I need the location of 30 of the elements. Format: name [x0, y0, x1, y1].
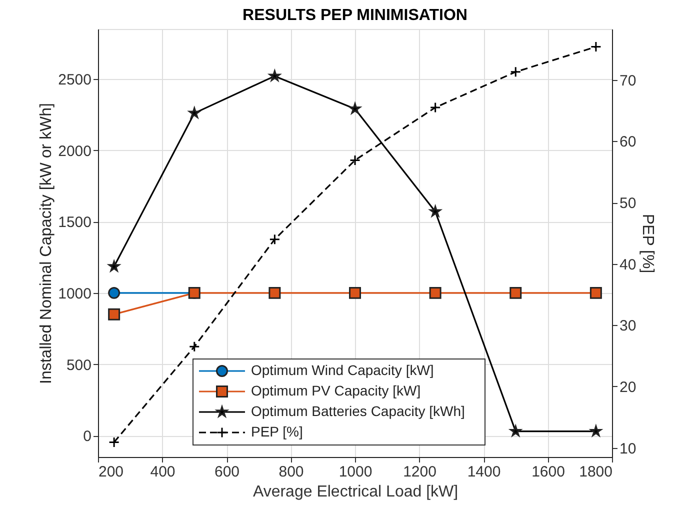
chart-title: RESULTS PEP MINIMISATION: [242, 7, 468, 24]
y-tick-label: 500: [66, 356, 92, 374]
y-tick-label: 2500: [58, 71, 92, 88]
y-axis-title: Installed Nominal Capacity [kW or kWh]: [38, 103, 56, 384]
y2-tick-label: 20: [620, 378, 636, 396]
y2-tick-label: 50: [620, 195, 636, 212]
legend-label: PEP [%]: [251, 424, 303, 440]
y2-tick-label: 40: [620, 256, 636, 274]
x-tick-label: 1400: [467, 464, 501, 480]
y-tick-label: 1500: [58, 214, 92, 232]
y2-tick-label: 30: [620, 318, 636, 335]
x-tick-label: 1200: [403, 464, 436, 480]
x-tick-label: 1800: [579, 464, 612, 480]
y-tick-label: 1000: [58, 285, 92, 302]
x-tick-label: 1600: [532, 464, 565, 480]
legend-label: Optimum Batteries Capacity [kWh]: [251, 403, 465, 419]
x-axis-title: Average Electrical Load [kW]: [252, 484, 458, 500]
legend-label: Optimum PV Capacity [kW]: [251, 382, 421, 398]
x-tick-label: 600: [214, 464, 240, 480]
x-tick-label: 200: [98, 464, 124, 480]
y2-tick-label: 70: [620, 72, 636, 90]
x-tick-label: 800: [278, 464, 304, 480]
y-tick-label: 0: [83, 428, 92, 446]
y2-tick-label: 10: [620, 440, 636, 458]
x-tick-label: 400: [150, 464, 176, 480]
y-tick-label: 2000: [58, 142, 92, 160]
y2-axis-title: PEP [%]: [639, 214, 656, 274]
legend-label: Optimum Wind Capacity [kW]: [251, 362, 434, 378]
x-tick-label: 1000: [338, 464, 372, 480]
y2-tick-label: 60: [620, 134, 636, 151]
